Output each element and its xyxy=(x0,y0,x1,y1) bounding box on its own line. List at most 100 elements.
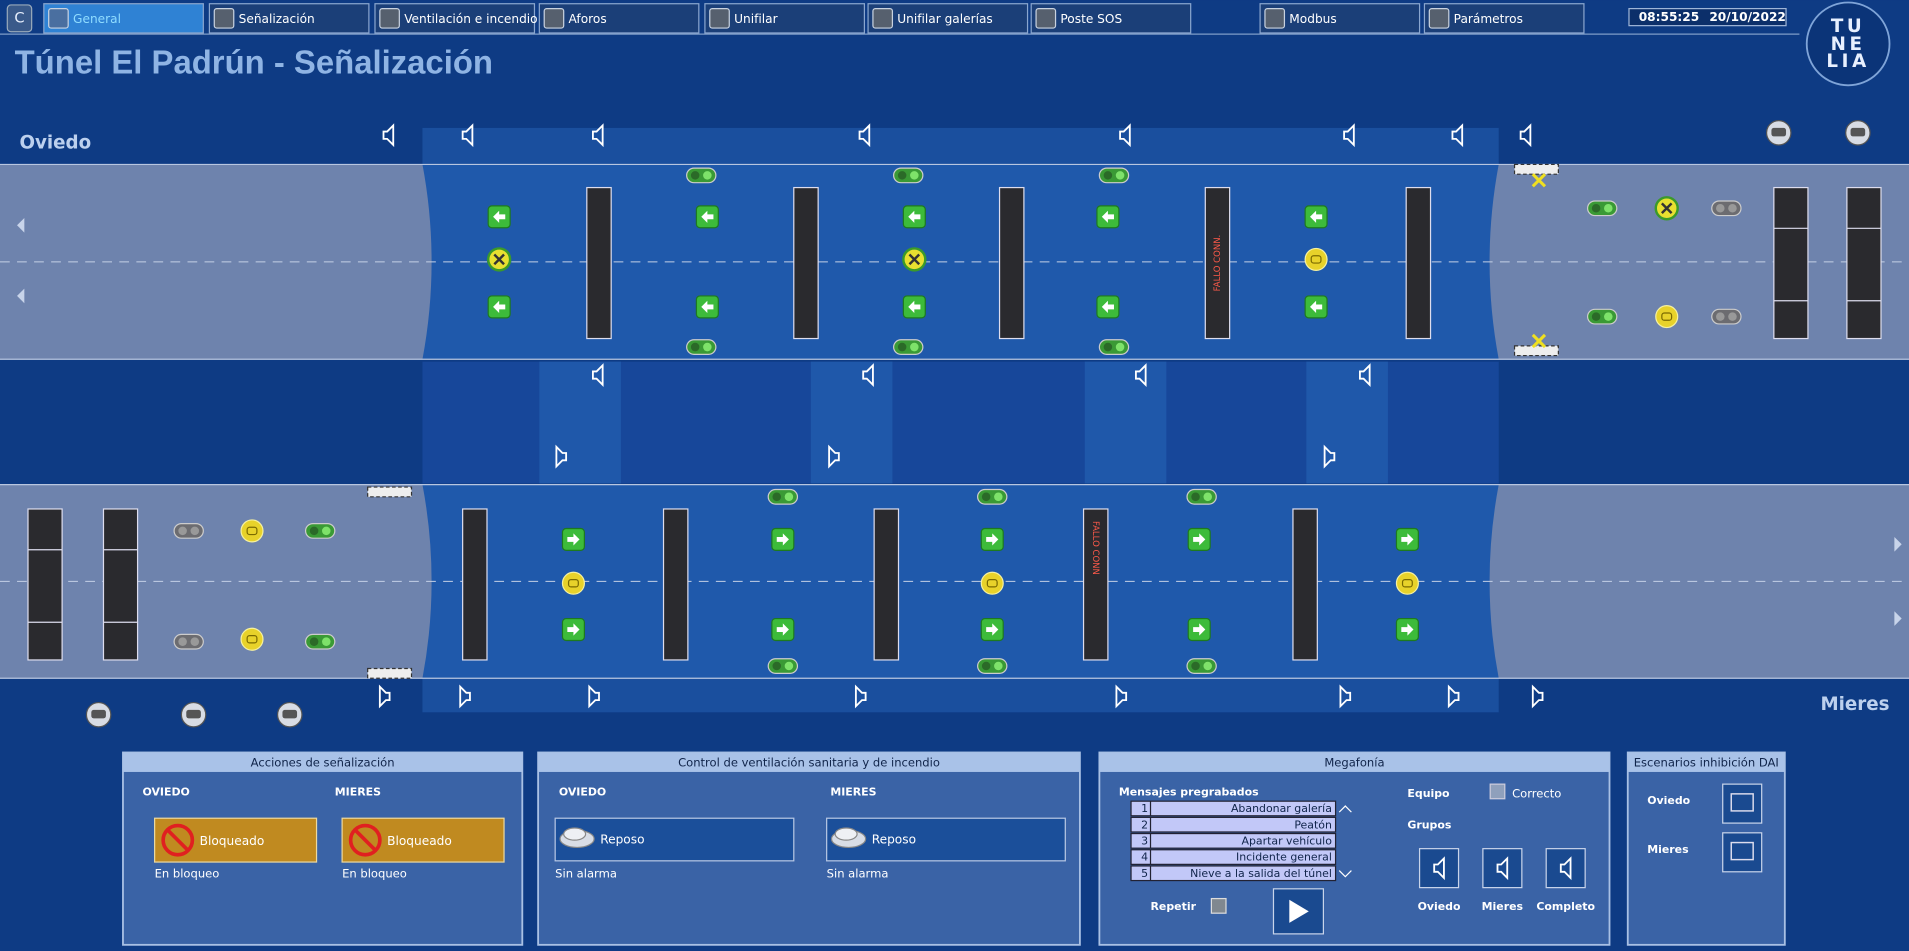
message-number: 5 xyxy=(1141,867,1148,880)
tab[interactable] xyxy=(538,3,700,34)
lane-signal-arrow xyxy=(1310,210,1323,223)
tab-icon xyxy=(872,7,894,29)
speed-sign-mark xyxy=(1401,578,1413,588)
barrier-x xyxy=(1531,173,1547,188)
column-name: OVIEDO xyxy=(559,786,606,799)
lane-arrow xyxy=(1894,536,1902,552)
tab[interactable] xyxy=(208,3,370,34)
message-number: 1 xyxy=(1141,802,1148,815)
gallery xyxy=(1084,361,1167,484)
block-state: Bloqueado xyxy=(200,834,265,848)
traffic-lamp xyxy=(1604,204,1613,213)
tab[interactable] xyxy=(1423,3,1585,34)
speed-sign-mark xyxy=(567,578,579,588)
message-panel xyxy=(873,508,900,661)
group-button[interactable] xyxy=(1545,848,1586,889)
message-number: 2 xyxy=(1141,818,1148,831)
tab[interactable] xyxy=(1030,3,1192,34)
lane-signal-arrow xyxy=(1193,533,1206,546)
speaker xyxy=(1496,856,1509,881)
traffic-lamp xyxy=(178,526,187,536)
traffic-lamp xyxy=(1604,312,1613,321)
traffic-lamp xyxy=(1591,204,1601,213)
traffic-lamp xyxy=(178,637,187,646)
message-text: Nieve a la salida del túnel xyxy=(1190,867,1332,880)
barrier-x xyxy=(1531,333,1547,349)
block-icon xyxy=(161,823,195,857)
message-row[interactable] xyxy=(1130,816,1337,833)
traffic-lamp xyxy=(784,661,794,671)
tube-outer-left xyxy=(0,164,439,360)
speed-sign-mark xyxy=(246,634,258,644)
dai-button[interactable] xyxy=(1722,783,1763,824)
speed-sign xyxy=(240,519,264,543)
lane-arrow xyxy=(17,288,25,304)
message-panel xyxy=(1773,186,1809,340)
traffic-lamp xyxy=(1103,171,1113,180)
traffic-lamp xyxy=(309,526,319,536)
speed-sign-mark xyxy=(246,526,258,536)
dai-button[interactable] xyxy=(1722,832,1763,873)
group-button[interactable] xyxy=(1482,848,1523,889)
speaker xyxy=(1323,444,1336,469)
camera-body xyxy=(1850,127,1866,137)
traffic-lamp xyxy=(1191,661,1200,671)
fan-status: Sin alarma xyxy=(827,867,889,881)
column-name: MIERES xyxy=(830,786,876,799)
panel-header xyxy=(122,752,523,772)
panel-title: Acciones de señalización xyxy=(251,755,395,769)
message-row[interactable] xyxy=(1130,832,1337,849)
barrier xyxy=(367,667,413,679)
lane-signal-arrow xyxy=(701,210,714,223)
group-button[interactable] xyxy=(1418,848,1460,889)
traffic-lamp xyxy=(1203,492,1212,502)
tab-label: Unifilar xyxy=(734,12,777,26)
tab-label: Ventilación e incendio xyxy=(404,12,537,26)
tab[interactable] xyxy=(1259,3,1421,34)
message-panel xyxy=(27,508,63,661)
speed-sign xyxy=(561,571,585,595)
scroll-down[interactable] xyxy=(1338,870,1352,878)
equipment-label: Equipo xyxy=(1407,787,1450,800)
traffic-lamp xyxy=(703,171,712,180)
tab-icon xyxy=(1264,7,1286,29)
traffic-lamp xyxy=(772,661,782,671)
speed-sign xyxy=(1304,247,1328,271)
fan-button[interactable] xyxy=(826,817,1066,862)
clock-time: 08:55:25 xyxy=(1639,10,1699,24)
lane-signal-arrow xyxy=(1101,300,1114,313)
tab[interactable] xyxy=(704,3,866,34)
tab[interactable] xyxy=(374,3,536,34)
traffic-lamp xyxy=(994,661,1003,671)
message-row[interactable] xyxy=(1130,865,1337,882)
speaker xyxy=(1339,684,1352,709)
message-panel xyxy=(1082,508,1109,661)
fan-icon xyxy=(563,827,587,841)
speaker xyxy=(1519,123,1532,148)
traffic-lamp xyxy=(1728,204,1737,213)
message-panel xyxy=(1292,508,1318,661)
fan-button[interactable] xyxy=(554,817,795,862)
group-label: Completo xyxy=(1536,900,1595,913)
speaker xyxy=(1531,684,1544,709)
traffic-lamp xyxy=(784,492,794,502)
tube-outer-left xyxy=(0,484,439,679)
clock-date: 20/10/2022 xyxy=(1709,10,1786,24)
message-row[interactable] xyxy=(1130,849,1337,865)
dai-label: Mieres xyxy=(1647,843,1688,856)
traffic-lamp xyxy=(190,526,200,536)
lower-strip xyxy=(422,678,1499,713)
message-row[interactable] xyxy=(1130,800,1337,817)
tab[interactable] xyxy=(43,3,204,34)
column-name: MIERES xyxy=(335,786,381,799)
traffic-lamp xyxy=(1716,204,1725,213)
repeat-checkbox[interactable] xyxy=(1210,897,1227,914)
scroll-up[interactable] xyxy=(1338,805,1352,813)
traffic-lamp xyxy=(1716,312,1725,321)
traffic-lamp xyxy=(1103,342,1113,352)
tab-label: Señalización xyxy=(239,12,315,26)
barrier xyxy=(1513,163,1559,175)
tab[interactable] xyxy=(867,3,1029,34)
